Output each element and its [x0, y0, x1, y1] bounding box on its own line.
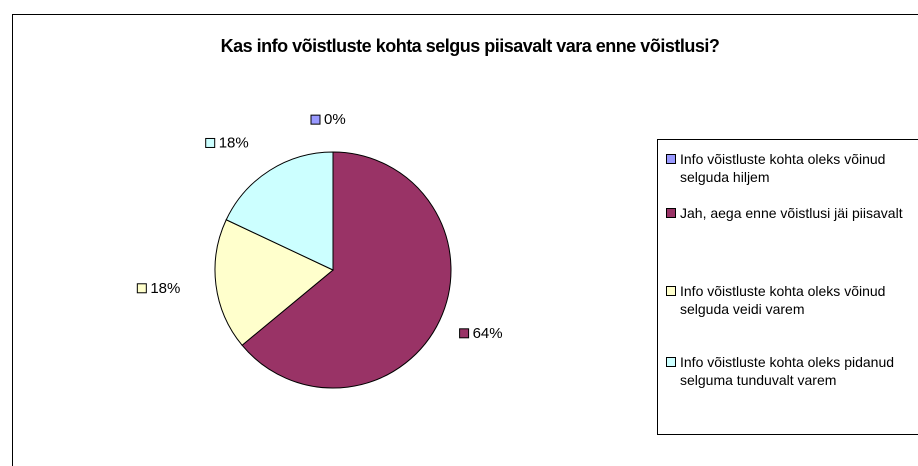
chart-title: Kas info võistluste kohta selgus piisava…: [221, 36, 720, 56]
legend-item: Info võistluste kohta oleks võinud selgu…: [666, 150, 918, 186]
legend-item: Jah, aega enne võistlusi jäi piisavalt: [666, 204, 918, 222]
legend-label: Info võistluste kohta oleks võinud selgu…: [680, 283, 886, 317]
data-label: 18%: [150, 280, 180, 297]
legend-swatch: [666, 154, 676, 164]
legend-item: Info võistluste kohta oleks pidanud selg…: [666, 353, 918, 389]
data-label: 64%: [473, 325, 503, 342]
label-swatch: [459, 328, 470, 339]
legend: Info võistluste kohta oleks võinud selgu…: [657, 139, 918, 435]
pie-slice: [241, 151, 452, 389]
label-swatch: [136, 283, 147, 294]
label-swatch: [310, 114, 321, 125]
legend-swatch: [666, 286, 676, 296]
data-label: 18%: [219, 134, 249, 151]
legend-swatch: [666, 357, 676, 367]
pie-slice: [225, 151, 334, 271]
legend-label: Info võistluste kohta oleks võinud selgu…: [680, 151, 886, 185]
legend-item: Info võistluste kohta oleks võinud selgu…: [666, 282, 918, 318]
data-label: 0%: [324, 111, 346, 128]
legend-label: Info võistluste kohta oleks pidanud selg…: [680, 354, 895, 388]
legend-swatch: [666, 208, 676, 218]
pie-slice: [214, 219, 334, 346]
legend-label: Jah, aega enne võistlusi jäi piisavalt: [680, 205, 903, 221]
label-swatch: [205, 137, 216, 148]
